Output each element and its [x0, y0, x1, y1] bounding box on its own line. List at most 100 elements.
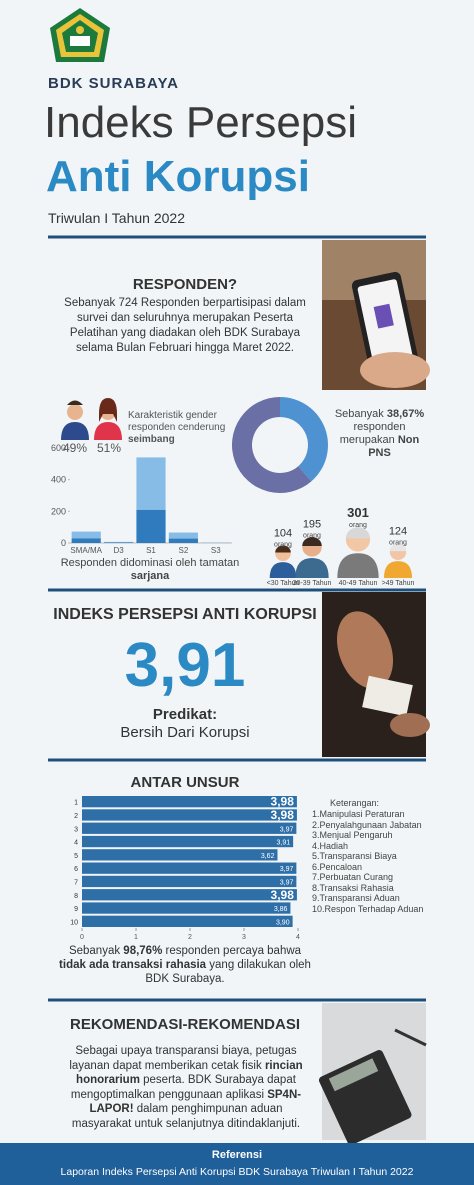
value-label: 3,97 — [280, 826, 294, 833]
bar-segment — [71, 531, 101, 539]
photo-refusal — [322, 592, 430, 757]
value-label: 3,90 — [276, 919, 290, 926]
x-tick-label: SMA/MA — [70, 546, 102, 555]
text: Karakteristik gender responden cenderung — [128, 410, 226, 433]
age-value: 124 — [389, 526, 407, 538]
x-tick-label: S3 — [211, 546, 221, 555]
bar — [82, 889, 297, 901]
age-value: 301 — [347, 505, 369, 520]
y-tick-label: 400 — [51, 475, 66, 485]
x-tick-label: 0 — [80, 934, 84, 941]
bar-segment — [71, 538, 101, 543]
legend-title: Keterangan: — [330, 798, 380, 808]
y-tick-label: 5 — [74, 853, 78, 860]
value-label: 3,98 — [271, 888, 295, 902]
person-hair — [345, 527, 371, 539]
value-label: 3,98 — [271, 808, 295, 822]
text: 38,67% — [386, 408, 425, 420]
legend-item: 1.Manipulasi Peraturan — [312, 809, 405, 819]
person-hair — [302, 537, 322, 546]
age-unit: orang — [274, 542, 292, 549]
text: Sebanyak — [334, 408, 387, 420]
photo-calculator — [318, 1003, 427, 1145]
title-line1: Indeks Persepsi — [44, 98, 358, 147]
person — [295, 537, 329, 578]
person-body — [337, 553, 379, 578]
section-title: INDEKS PERSEPSI ANTI KORUPSI — [53, 606, 317, 623]
female-label: 51% — [97, 441, 122, 455]
unsur-note: Sebanyak 98,76% responden percaya bahwa … — [55, 944, 315, 986]
gender-text: Karakteristik gender responden cenderung… — [128, 410, 233, 446]
x-tick-label: 1 — [134, 934, 138, 941]
bar — [82, 902, 291, 914]
x-tick-label: S2 — [179, 546, 189, 555]
age-unit: orang — [303, 533, 321, 540]
y-tick-label: 2 — [74, 813, 78, 820]
person-hair — [389, 543, 407, 552]
org: BDK SURABAYA — [48, 75, 179, 92]
age-unit: orang — [349, 522, 367, 529]
text: Sebanyak — [68, 945, 124, 957]
age-unit: orang — [389, 540, 407, 547]
predikat: Bersih Dari Korupsi — [120, 724, 250, 741]
donut-slice — [280, 397, 328, 482]
text: responden merupakan — [339, 421, 406, 446]
x-tick-label: 3 — [242, 934, 246, 941]
person — [383, 543, 413, 578]
bar-segment — [168, 538, 198, 543]
bar — [82, 809, 297, 821]
education-caption: Responden didominasi oleh tamatan sarjan… — [50, 557, 250, 583]
age-value: 104 — [274, 528, 292, 540]
age-value: 195 — [303, 519, 321, 531]
bar — [82, 875, 297, 888]
age-category: >49 Tahun — [382, 580, 415, 587]
y-tick-label: 4 — [74, 840, 78, 847]
bar-segment — [168, 532, 198, 539]
x-tick-label: 2 — [188, 934, 192, 941]
donut-slice — [231, 397, 312, 493]
y-tick-label: 1 — [74, 800, 78, 807]
photo-phone — [322, 240, 430, 390]
bar — [82, 822, 297, 834]
value-label: 3,62 — [261, 853, 275, 860]
bar — [82, 915, 293, 927]
y-tick-label: 6 — [74, 866, 78, 873]
age-category: <30 Tahun — [267, 580, 300, 587]
text: yang dilakukan oleh BDK Surabaya. — [145, 959, 311, 985]
text: responden percaya bahwa — [162, 945, 302, 957]
person-hair — [275, 545, 291, 553]
y-tick-label: 600 — [51, 443, 66, 453]
age-category: 30-39 Tahun — [293, 580, 332, 587]
legend-item: 2.Penyalahgunaan Jabatan — [312, 819, 422, 830]
rekomendasi-text: Sebagai upaya transparansi biaya, petuga… — [62, 1044, 310, 1131]
text: tidak ada transaksi rahasia — [59, 959, 207, 971]
text: Responden didominasi oleh tamatan — [60, 557, 240, 569]
legend-item: 6.Pencaloan — [312, 861, 363, 872]
bar — [82, 796, 297, 808]
subtitle: Triwulan I Tahun 2022 — [48, 210, 185, 226]
predikat-label: Predikat: — [152, 706, 218, 723]
value-label: 3,97 — [280, 866, 294, 873]
legend-item: 8.Transaksi Rahasia — [312, 882, 394, 893]
text: Sebagai upaya transparansi biaya, petuga… — [69, 1045, 297, 1072]
section-title: RESPONDEN? — [132, 276, 238, 293]
male-label: 49% — [63, 441, 88, 455]
legend: 1.Manipulasi Peraturan 2.Penyalahgunaan J… — [312, 809, 427, 914]
logo — [50, 8, 110, 62]
y-tick-label: 8 — [74, 893, 78, 900]
text: seimbang — [128, 434, 175, 445]
text: Non PNS — [368, 434, 420, 459]
section-title: ANTAR UNSUR — [130, 774, 240, 791]
x-tick-label: S1 — [146, 546, 156, 555]
bar-segment — [104, 541, 134, 543]
bar-segment — [136, 509, 166, 543]
text: dalam penghimpunan aduan masyarakat untu… — [71, 1103, 301, 1130]
text: sarjana — [130, 570, 170, 582]
text: rincian honorarium — [76, 1059, 303, 1087]
y-tick-label: 200 — [51, 506, 66, 516]
footer-text: Laporan Indeks Persepsi Anti Korupsi BDK… — [60, 1166, 414, 1178]
score: 3,91 — [124, 631, 246, 700]
legend-item: 7.Perbuatan Curang — [312, 872, 394, 882]
person-body — [383, 561, 413, 578]
